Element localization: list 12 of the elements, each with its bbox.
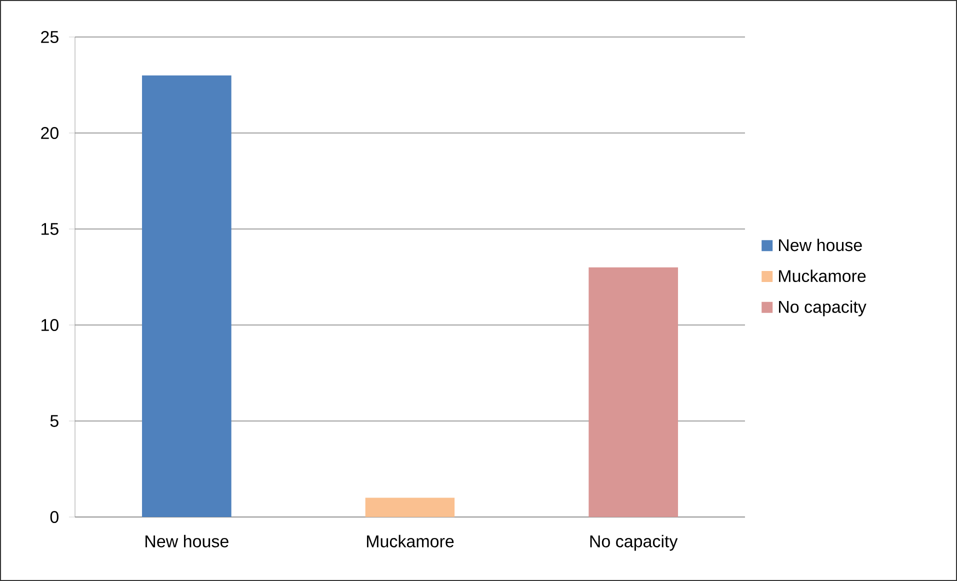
y-tick-label: 0 xyxy=(50,510,58,524)
y-tick-label: 5 xyxy=(50,415,58,427)
x-tick-label: New house xyxy=(146,534,228,548)
y-tick-label: 20 xyxy=(41,126,58,140)
y-tick-label: 10 xyxy=(42,318,58,332)
legend-label: Muckamore xyxy=(779,270,866,282)
legend-label: No capacity xyxy=(779,300,866,316)
x-tick-label: No capacity xyxy=(590,534,678,551)
x-tick-label: Muckamore xyxy=(367,534,454,548)
legend-label: New house xyxy=(779,238,862,252)
y-tick-label: 25 xyxy=(41,30,58,44)
y-tick-label: 15 xyxy=(42,223,58,235)
